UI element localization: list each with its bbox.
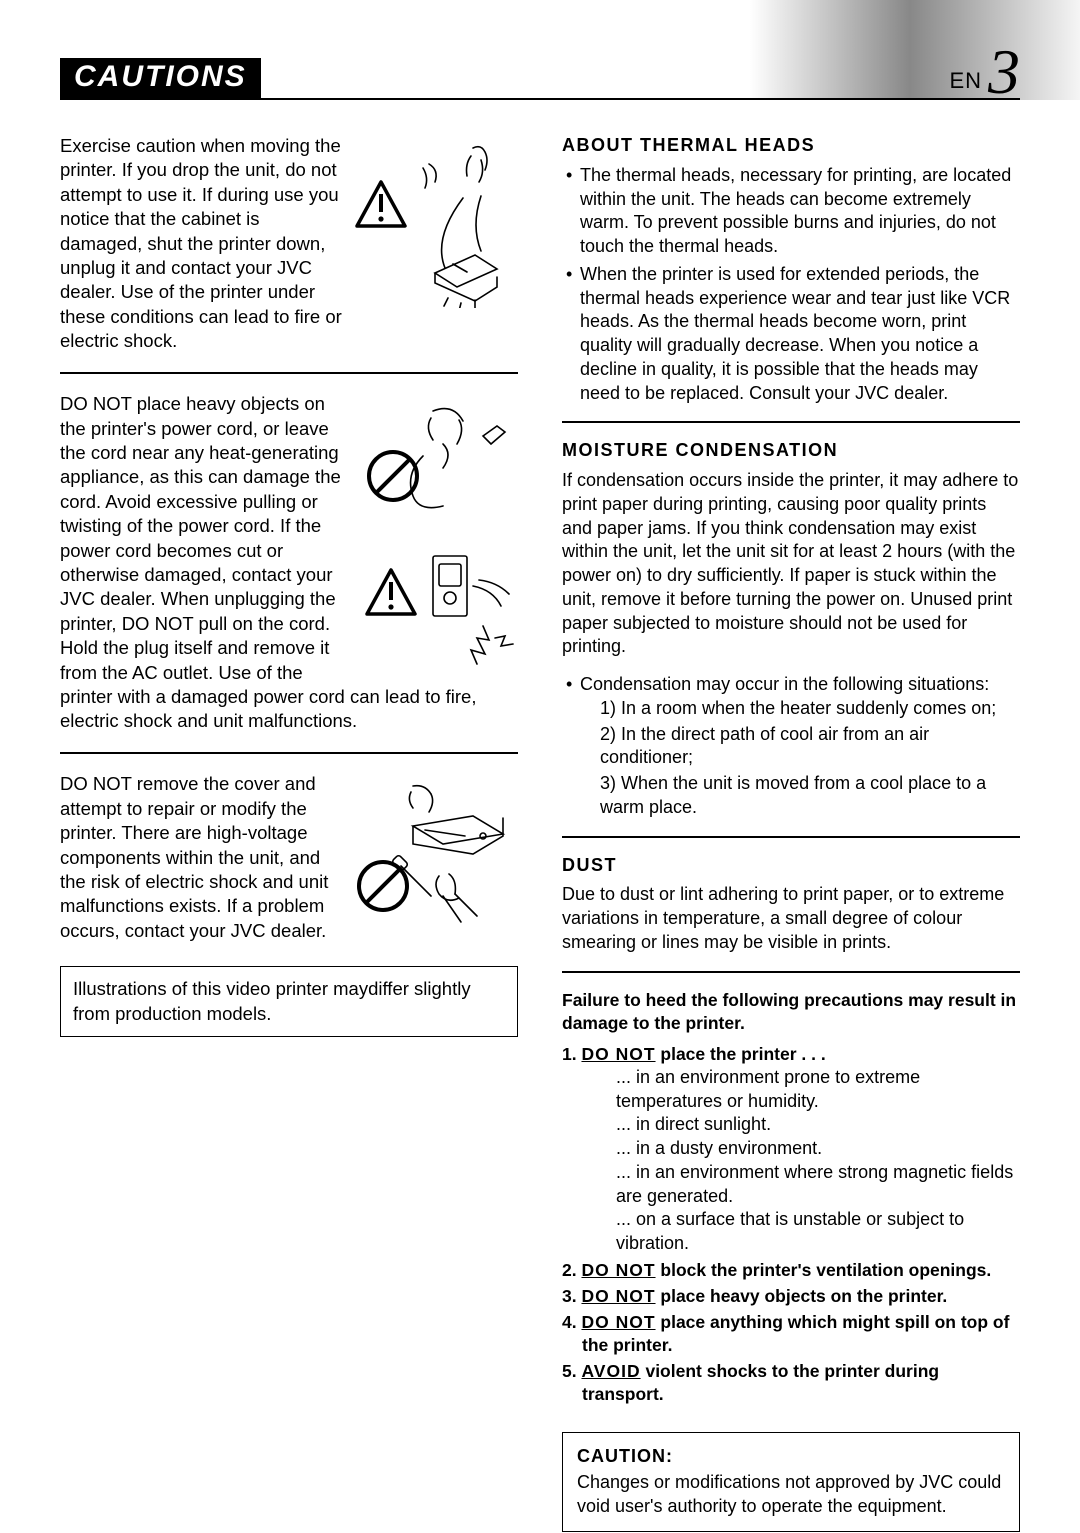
- divider: [60, 752, 518, 755]
- num-label: 5.: [562, 1361, 581, 1381]
- do-not-text: DO NOT: [581, 1044, 655, 1064]
- precaution-tail: place the printer . . .: [656, 1044, 826, 1064]
- caution-box-body: Changes or modifications not approved by…: [577, 1471, 1005, 1519]
- precaution-tail: block the printer's ventilation openings…: [656, 1260, 992, 1280]
- section-no-repair: DO NOT remove the cover and attempt to r…: [60, 772, 518, 944]
- list-item: 3) When the unit is moved from a cool pl…: [600, 772, 1020, 820]
- list-item: When the printer is used for extended pe…: [562, 263, 1020, 406]
- avoid-text: AVOID: [581, 1361, 640, 1381]
- precaution-item-1: 1. DO NOT place the printer . . . ... in…: [562, 1043, 1020, 1256]
- precaution-tail: place heavy objects on the printer.: [656, 1286, 948, 1306]
- divider: [562, 421, 1020, 423]
- illustration-no-repair: [353, 776, 518, 936]
- page-lang: EN: [949, 68, 982, 94]
- illustrations-note-text: Illustrations of this video printer mayd…: [73, 978, 471, 1023]
- do-not-text: DO NOT: [581, 1312, 655, 1332]
- dust-para: Due to dust or lint adhering to print pa…: [562, 883, 1020, 954]
- content-columns: Exercise caution when moving the printer…: [60, 134, 1020, 1532]
- dust-heading: DUST: [562, 854, 1020, 878]
- illustration-dropped-printer: [353, 138, 518, 308]
- precaution-sub: ... in a dusty environment.: [582, 1137, 1020, 1161]
- page-number: 3: [988, 40, 1020, 104]
- list-item: Condensation may occur in the following …: [562, 673, 1020, 820]
- precaution-sub: ... in an environment where strong magne…: [582, 1161, 1020, 1209]
- thermal-heads-list: The thermal heads, necessary for printin…: [562, 164, 1020, 406]
- caution-box: CAUTION: Changes or modifications not ap…: [562, 1432, 1020, 1531]
- precautions-block: Failure to heed the following precaution…: [562, 989, 1020, 1407]
- moisture-heading: MOISTURE CONDENSATION: [562, 439, 1020, 463]
- illustrations-note: Illustrations of this video printer mayd…: [60, 966, 518, 1037]
- num-label: 2.: [562, 1260, 581, 1280]
- precaution-sub: ... in direct sunlight.: [582, 1113, 1020, 1137]
- page-title: CAUTIONS: [60, 58, 261, 98]
- precaution-sub: ... on a surface that is unstable or sub…: [582, 1208, 1020, 1256]
- page-number-block: EN 3: [949, 40, 1020, 104]
- moisture-para: If condensation occurs inside the printe…: [562, 469, 1020, 659]
- header-rule: [60, 98, 1020, 100]
- do-not-text: DO NOT: [581, 1260, 655, 1280]
- page-header: CAUTIONS EN 3: [60, 40, 1020, 104]
- list-item: 2) In the direct path of cool air from a…: [600, 723, 1020, 771]
- section-moving-printer: Exercise caution when moving the printer…: [60, 134, 518, 354]
- section-power-cord: DO NOT place heavy objects on the printe…: [60, 392, 518, 734]
- precautions-intro: Failure to heed the following precaution…: [562, 989, 1020, 1035]
- caution-box-heading: CAUTION:: [577, 1445, 1005, 1469]
- section-moving-text: Exercise caution when moving the printer…: [60, 135, 342, 351]
- divider: [562, 971, 1020, 973]
- num-label: 4.: [562, 1312, 581, 1332]
- moisture-situations-intro: Condensation may occur in the following …: [580, 674, 989, 694]
- moisture-list: Condensation may occur in the following …: [562, 673, 1020, 820]
- precaution-item-2: 2. DO NOT block the printer's ventilatio…: [562, 1259, 1020, 1282]
- illustration-cord-no: [363, 396, 518, 676]
- precaution-item-5: 5. AVOID violent shocks to the printer d…: [562, 1360, 1020, 1406]
- do-not-text: DO NOT: [581, 1286, 655, 1306]
- right-column: ABOUT THERMAL HEADS The thermal heads, n…: [562, 134, 1020, 1532]
- precaution-item-4: 4. DO NOT place anything which might spi…: [562, 1311, 1020, 1357]
- num-label: 3.: [562, 1286, 581, 1306]
- precaution-item-3: 3. DO NOT place heavy objects on the pri…: [562, 1285, 1020, 1308]
- num-label: 1.: [562, 1044, 581, 1064]
- moisture-sublist: 1) In a room when the heater suddenly co…: [580, 697, 1020, 820]
- precaution-sub: ... in an environment prone to extreme t…: [582, 1066, 1020, 1114]
- left-column: Exercise caution when moving the printer…: [60, 134, 518, 1532]
- list-item: The thermal heads, necessary for printin…: [562, 164, 1020, 259]
- divider: [562, 836, 1020, 838]
- list-item: 1) In a room when the heater suddenly co…: [600, 697, 1020, 721]
- divider: [60, 372, 518, 375]
- section-repair-text: DO NOT remove the cover and attempt to r…: [60, 773, 328, 940]
- thermal-heads-heading: ABOUT THERMAL HEADS: [562, 134, 1020, 158]
